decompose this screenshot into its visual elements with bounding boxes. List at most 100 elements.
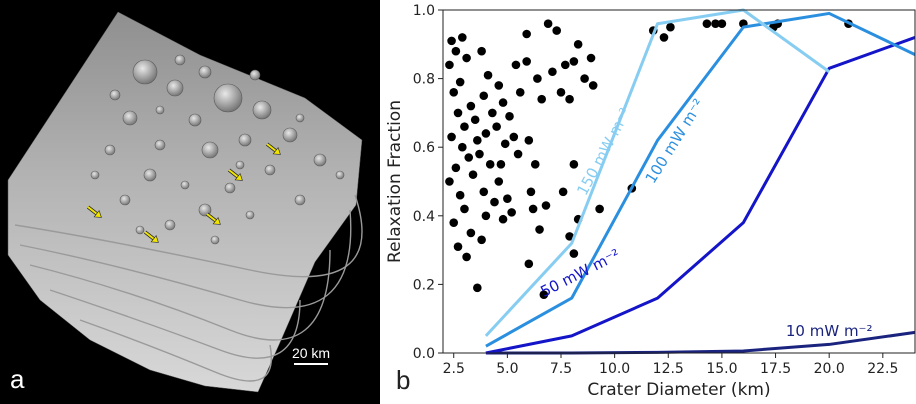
data-point bbox=[533, 74, 542, 83]
heat-flux-line bbox=[485, 11, 916, 348]
fracture-line bbox=[79, 319, 272, 382]
curve-label: 150 mW m⁻² bbox=[573, 105, 634, 198]
crater bbox=[282, 127, 298, 143]
data-point bbox=[573, 40, 583, 49]
curve-label: 100 mW m⁻² bbox=[642, 96, 708, 187]
fracture-line bbox=[29, 249, 331, 341]
panel-label-b: b bbox=[396, 365, 410, 395]
data-point bbox=[488, 108, 497, 118]
data-point bbox=[481, 129, 491, 138]
crater bbox=[188, 113, 202, 127]
data-point bbox=[479, 187, 489, 197]
data-point bbox=[453, 242, 463, 251]
data-point bbox=[580, 74, 589, 83]
relaxation-chart: 150 mW m⁻² 100 mW m⁻² 50 mW m⁻² 10 mW m⁻² 2… bbox=[385, 3, 916, 400]
heat-flux-line bbox=[485, 36, 916, 355]
crater bbox=[252, 100, 272, 120]
x-axis-ticks: 2.5 5.0 7.5 10.0 12.5 15.0 17.5 20.0 22.5 bbox=[443, 353, 898, 377]
arrow-marker bbox=[143, 230, 159, 243]
crater bbox=[143, 168, 157, 182]
crater bbox=[264, 164, 276, 176]
data-point bbox=[503, 194, 512, 203]
y-tick-label: 1.0 bbox=[413, 3, 435, 19]
y-tick-label: 0.0 bbox=[413, 346, 435, 362]
data-point bbox=[565, 232, 574, 241]
x-tick-label: 22.5 bbox=[867, 361, 898, 377]
data-point bbox=[500, 139, 510, 149]
y-tick-label: 0.2 bbox=[413, 277, 435, 293]
data-point bbox=[537, 94, 546, 104]
data-point bbox=[453, 108, 463, 118]
scale-bar-label: 20 km bbox=[292, 345, 330, 361]
crater bbox=[335, 170, 345, 180]
data-point bbox=[473, 283, 482, 293]
crater-field bbox=[90, 54, 345, 245]
x-tick-label: 15.0 bbox=[706, 361, 737, 377]
crater bbox=[238, 133, 252, 147]
arrow-marker bbox=[86, 205, 102, 218]
crater bbox=[154, 139, 166, 151]
data-point bbox=[595, 204, 604, 214]
data-point bbox=[458, 142, 467, 152]
data-point bbox=[569, 57, 579, 66]
crater bbox=[294, 194, 306, 206]
crater bbox=[213, 83, 243, 113]
fracture-lines bbox=[14, 194, 363, 382]
data-point bbox=[588, 81, 598, 90]
data-point bbox=[466, 228, 476, 238]
data-point bbox=[468, 170, 478, 179]
data-point bbox=[524, 259, 534, 269]
data-point bbox=[565, 94, 574, 104]
data-point bbox=[586, 53, 596, 63]
data-point bbox=[462, 252, 471, 262]
fracture-line bbox=[19, 209, 352, 309]
x-tick-label: 20.0 bbox=[814, 361, 845, 377]
arrow-marker bbox=[227, 168, 243, 181]
data-point bbox=[505, 112, 514, 121]
crater-image-panel: 20 km a bbox=[0, 0, 380, 404]
y-tick-label: 0.8 bbox=[413, 72, 435, 88]
data-point bbox=[466, 101, 476, 111]
data-point bbox=[455, 190, 465, 200]
data-point bbox=[449, 218, 459, 227]
data-point bbox=[462, 53, 471, 63]
crater bbox=[109, 89, 121, 101]
data-point bbox=[717, 19, 727, 29]
arrow-marker bbox=[265, 142, 281, 155]
data-point bbox=[445, 177, 454, 186]
panel-label-a: a bbox=[10, 364, 25, 394]
y-axis-title: Relaxation Fraction bbox=[385, 100, 405, 263]
data-point bbox=[509, 132, 519, 142]
data-point bbox=[569, 160, 579, 169]
data-point bbox=[535, 225, 544, 234]
crater bbox=[198, 65, 212, 79]
curve-label: 10 mW m⁻² bbox=[786, 322, 873, 340]
data-point bbox=[496, 160, 506, 169]
data-point bbox=[552, 26, 562, 35]
data-point bbox=[479, 91, 489, 101]
data-point bbox=[515, 88, 525, 97]
data-point bbox=[524, 136, 534, 145]
data-point bbox=[513, 149, 523, 159]
crater bbox=[174, 54, 186, 66]
data-point bbox=[483, 70, 493, 80]
data-point bbox=[702, 19, 712, 29]
x-tick-label: 10.0 bbox=[599, 361, 630, 377]
data-point bbox=[458, 33, 467, 42]
crater bbox=[245, 210, 255, 220]
fracture-line bbox=[14, 194, 363, 278]
data-point bbox=[455, 77, 465, 87]
data-point bbox=[666, 22, 675, 32]
data-point bbox=[522, 29, 531, 39]
data-point bbox=[541, 201, 551, 210]
curve-label: 50 mW m⁻² bbox=[538, 245, 623, 300]
crater bbox=[164, 219, 176, 231]
data-point bbox=[494, 177, 504, 186]
data-point bbox=[473, 136, 482, 145]
x-tick-label: 17.5 bbox=[760, 361, 791, 377]
x-axis-title: Crater Diameter (km) bbox=[587, 380, 770, 400]
crater bbox=[249, 69, 261, 81]
crater bbox=[119, 194, 131, 206]
crater bbox=[313, 153, 327, 167]
data-point bbox=[530, 160, 540, 169]
